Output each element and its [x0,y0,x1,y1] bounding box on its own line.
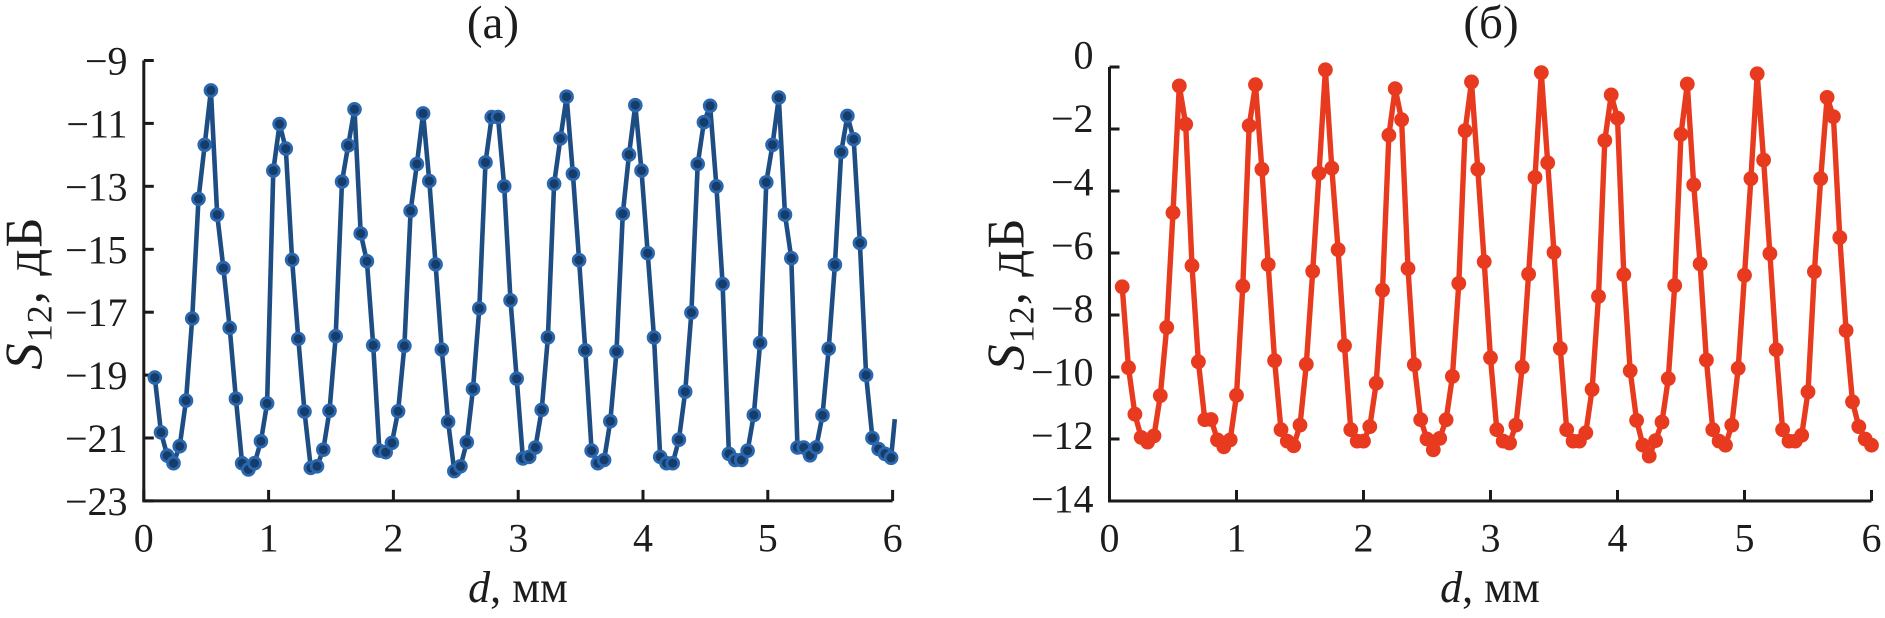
svg-text:−23: −23 [65,479,128,524]
svg-text:−9: −9 [85,39,128,84]
svg-text:−15: −15 [65,227,128,272]
svg-text:−11: −11 [66,101,127,146]
svg-text:d, мм: d, мм [1440,563,1540,612]
svg-text:4: 4 [1608,516,1628,561]
svg-text:1: 1 [259,516,279,561]
svg-text:−4: −4 [1051,159,1094,204]
svg-text:3: 3 [508,516,528,561]
svg-text:6: 6 [883,516,903,561]
svg-text:5: 5 [758,516,778,561]
svg-text:S12, дБ: S12, дБ [0,216,60,369]
svg-text:6: 6 [1862,516,1882,561]
svg-text:−2: −2 [1051,96,1094,141]
svg-text:(а): (а) [467,0,519,49]
svg-text:0: 0 [1074,33,1094,78]
svg-text:−13: −13 [65,164,128,209]
svg-text:−8: −8 [1051,286,1094,331]
svg-text:−6: −6 [1051,223,1094,268]
svg-text:−12: −12 [1031,413,1094,458]
svg-text:d, мм: d, мм [468,563,568,612]
svg-text:−21: −21 [65,416,128,461]
svg-text:0: 0 [134,516,154,561]
svg-text:−19: −19 [65,353,128,398]
svg-text:2: 2 [1354,516,1374,561]
svg-text:(б): (б) [1463,0,1518,49]
svg-text:2: 2 [383,516,403,561]
svg-text:5: 5 [1735,516,1755,561]
svg-text:S12, дБ: S12, дБ [978,217,1042,370]
svg-text:−10: −10 [1031,350,1094,395]
svg-text:0: 0 [1100,516,1120,561]
svg-text:−17: −17 [65,290,128,335]
svg-text:3: 3 [1481,516,1501,561]
svg-text:1: 1 [1227,516,1247,561]
svg-text:4: 4 [633,516,653,561]
svg-text:−14: −14 [1031,477,1094,522]
